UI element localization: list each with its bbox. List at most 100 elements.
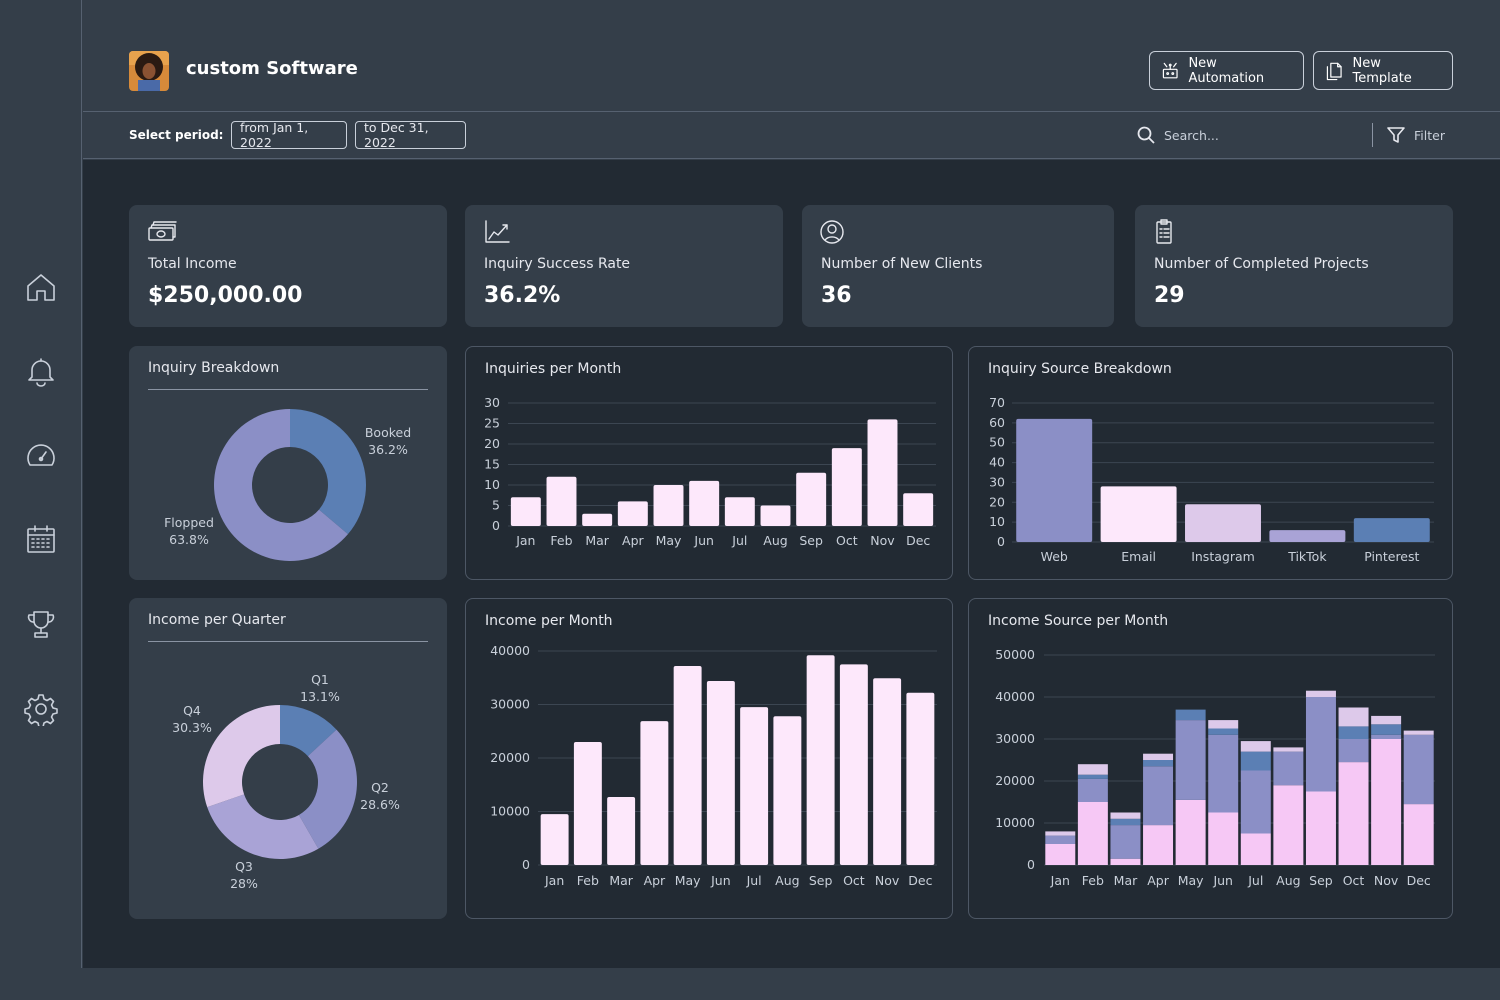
bar-segment — [1110, 812, 1141, 819]
from-date-field[interactable]: from Jan 1, 2022 — [231, 120, 347, 150]
x-tick-label: Nov — [1374, 873, 1399, 888]
y-tick-label: 30 — [989, 474, 1005, 489]
bar — [906, 692, 935, 865]
x-tick-label: Oct — [836, 533, 858, 548]
bar — [640, 721, 669, 865]
search-icon — [1137, 126, 1155, 144]
x-tick-label: Nov — [870, 533, 895, 548]
bar — [831, 448, 862, 526]
bar-segment — [1305, 791, 1336, 865]
bar — [546, 476, 577, 526]
bar — [673, 665, 702, 865]
bar-segment — [1208, 720, 1239, 729]
bar-segment — [1240, 833, 1271, 865]
income-per-quarter-chart: Q1 13.1% Q2 28.6% Q3 28% Q4 30.3% — [172, 672, 400, 891]
pie-slice — [290, 409, 366, 535]
kpi-label: Inquiry Success Rate — [484, 256, 631, 272]
bar — [806, 655, 835, 865]
bar — [1269, 530, 1346, 542]
bar-segment — [1371, 734, 1402, 739]
y-tick-label: 10 — [989, 514, 1005, 529]
home-icon[interactable] — [22, 268, 60, 306]
new-template-label: New Template — [1352, 55, 1412, 86]
x-tick-label: Mar — [609, 873, 633, 888]
x-tick-label: Email — [1121, 549, 1156, 564]
x-tick-label: Mar — [1114, 873, 1138, 888]
y-tick-label: 70 — [989, 395, 1005, 410]
income-per-month-card: Income per Month 0 10000 20000 30000 40000 Ja… — [465, 598, 953, 919]
bar — [740, 707, 769, 865]
bar-segment — [1143, 760, 1174, 767]
x-tick-label: Jan — [1050, 873, 1070, 888]
kpi-card-inquiry-success-rate: Inquiry Success Rate 36.2% — [465, 205, 783, 327]
pie-slice — [298, 729, 357, 849]
y-tick-label: 20 — [484, 436, 500, 451]
avatar[interactable] — [129, 51, 169, 91]
x-tick-label: Jul — [731, 533, 747, 548]
new-template-button[interactable]: New Template — [1313, 51, 1453, 90]
slice-value-label: 36.2% — [368, 442, 408, 457]
filter-bar: Select period: from Jan 1, 2022 to Dec 3… — [83, 113, 1500, 159]
chart-title: Inquiry Source Breakdown — [988, 361, 1172, 377]
x-tick-label: Sep — [809, 873, 833, 888]
kpi-card-total-income: Total Income $250,000.00 — [129, 205, 447, 327]
bar-segment — [1175, 709, 1206, 721]
income-per-quarter-card: Income per Quarter Q1 13.1% Q2 28.6% Q3 28% Q4… — [129, 598, 447, 919]
x-tick-label: Sep — [1309, 873, 1333, 888]
x-tick-label: Apr — [622, 533, 644, 548]
pie-slice — [214, 409, 348, 561]
dashboard-icon[interactable] — [22, 437, 60, 475]
x-tick-label: Jun — [710, 873, 731, 888]
x-tick-label: Feb — [577, 873, 599, 888]
x-tick-label: Dec — [906, 533, 930, 548]
gear-icon[interactable] — [22, 690, 60, 728]
income-source-per-month-chart: 0 10000 20000 30000 40000 50000 Jan Feb Mar Apr Ma… — [995, 647, 1435, 888]
to-date-field[interactable]: to Dec 31, 2022 — [355, 120, 466, 150]
kpi-label: Number of New Clients — [821, 256, 983, 272]
y-tick-label: 40 — [989, 455, 1005, 470]
slice-name-label: Q1 — [311, 672, 329, 687]
y-tick-label: 15 — [484, 457, 500, 472]
x-tick-label: Jan — [544, 873, 564, 888]
bar-segment — [1371, 739, 1402, 865]
x-tick-label: Apr — [644, 873, 666, 888]
x-tick-label: Web — [1041, 549, 1068, 564]
bar-segment — [1338, 707, 1369, 727]
bar — [1016, 418, 1093, 542]
pie-slice — [203, 705, 280, 808]
bell-icon[interactable] — [22, 353, 60, 391]
y-tick-label: 0 — [492, 518, 500, 533]
kpi-label: Number of Completed Projects — [1154, 256, 1369, 272]
bar-segment — [1338, 762, 1369, 865]
y-tick-label: 20000 — [490, 750, 530, 765]
filter-button[interactable]: Filter — [1386, 125, 1445, 145]
bar — [760, 505, 791, 526]
kpi-label: Total Income — [148, 256, 237, 272]
bar — [873, 678, 902, 865]
search-input[interactable]: Search... — [1136, 125, 1219, 145]
inquiry-source-breakdown-chart: 0 10 20 30 40 50 60 70 Web Email Instagram TikTok Pi… — [989, 395, 1434, 564]
bar-segment — [1208, 734, 1239, 813]
x-tick-label: Oct — [843, 873, 865, 888]
bar-segment — [1338, 726, 1369, 739]
sidebar — [0, 0, 82, 968]
y-tick-label: 10 — [484, 477, 500, 492]
y-tick-label: 5 — [492, 498, 500, 513]
calendar-icon[interactable] — [22, 520, 60, 558]
x-tick-label: Mar — [585, 533, 609, 548]
filter-label: Filter — [1414, 127, 1445, 143]
bar — [573, 741, 602, 865]
bar — [1185, 504, 1261, 542]
new-automation-button[interactable]: New Automation — [1149, 51, 1304, 90]
x-tick-label: Jul — [746, 873, 762, 888]
trophy-icon[interactable] — [22, 605, 60, 643]
x-tick-label: Jul — [1247, 873, 1263, 888]
bar — [607, 797, 636, 865]
y-tick-label: 50000 — [995, 647, 1035, 662]
slice-name-label: Q3 — [235, 859, 253, 874]
y-tick-label: 10000 — [490, 804, 530, 819]
chart-title: Inquiry Breakdown — [148, 360, 280, 376]
money-icon — [147, 219, 177, 245]
x-tick-label: May — [675, 873, 701, 888]
bar-segment — [1077, 774, 1108, 779]
